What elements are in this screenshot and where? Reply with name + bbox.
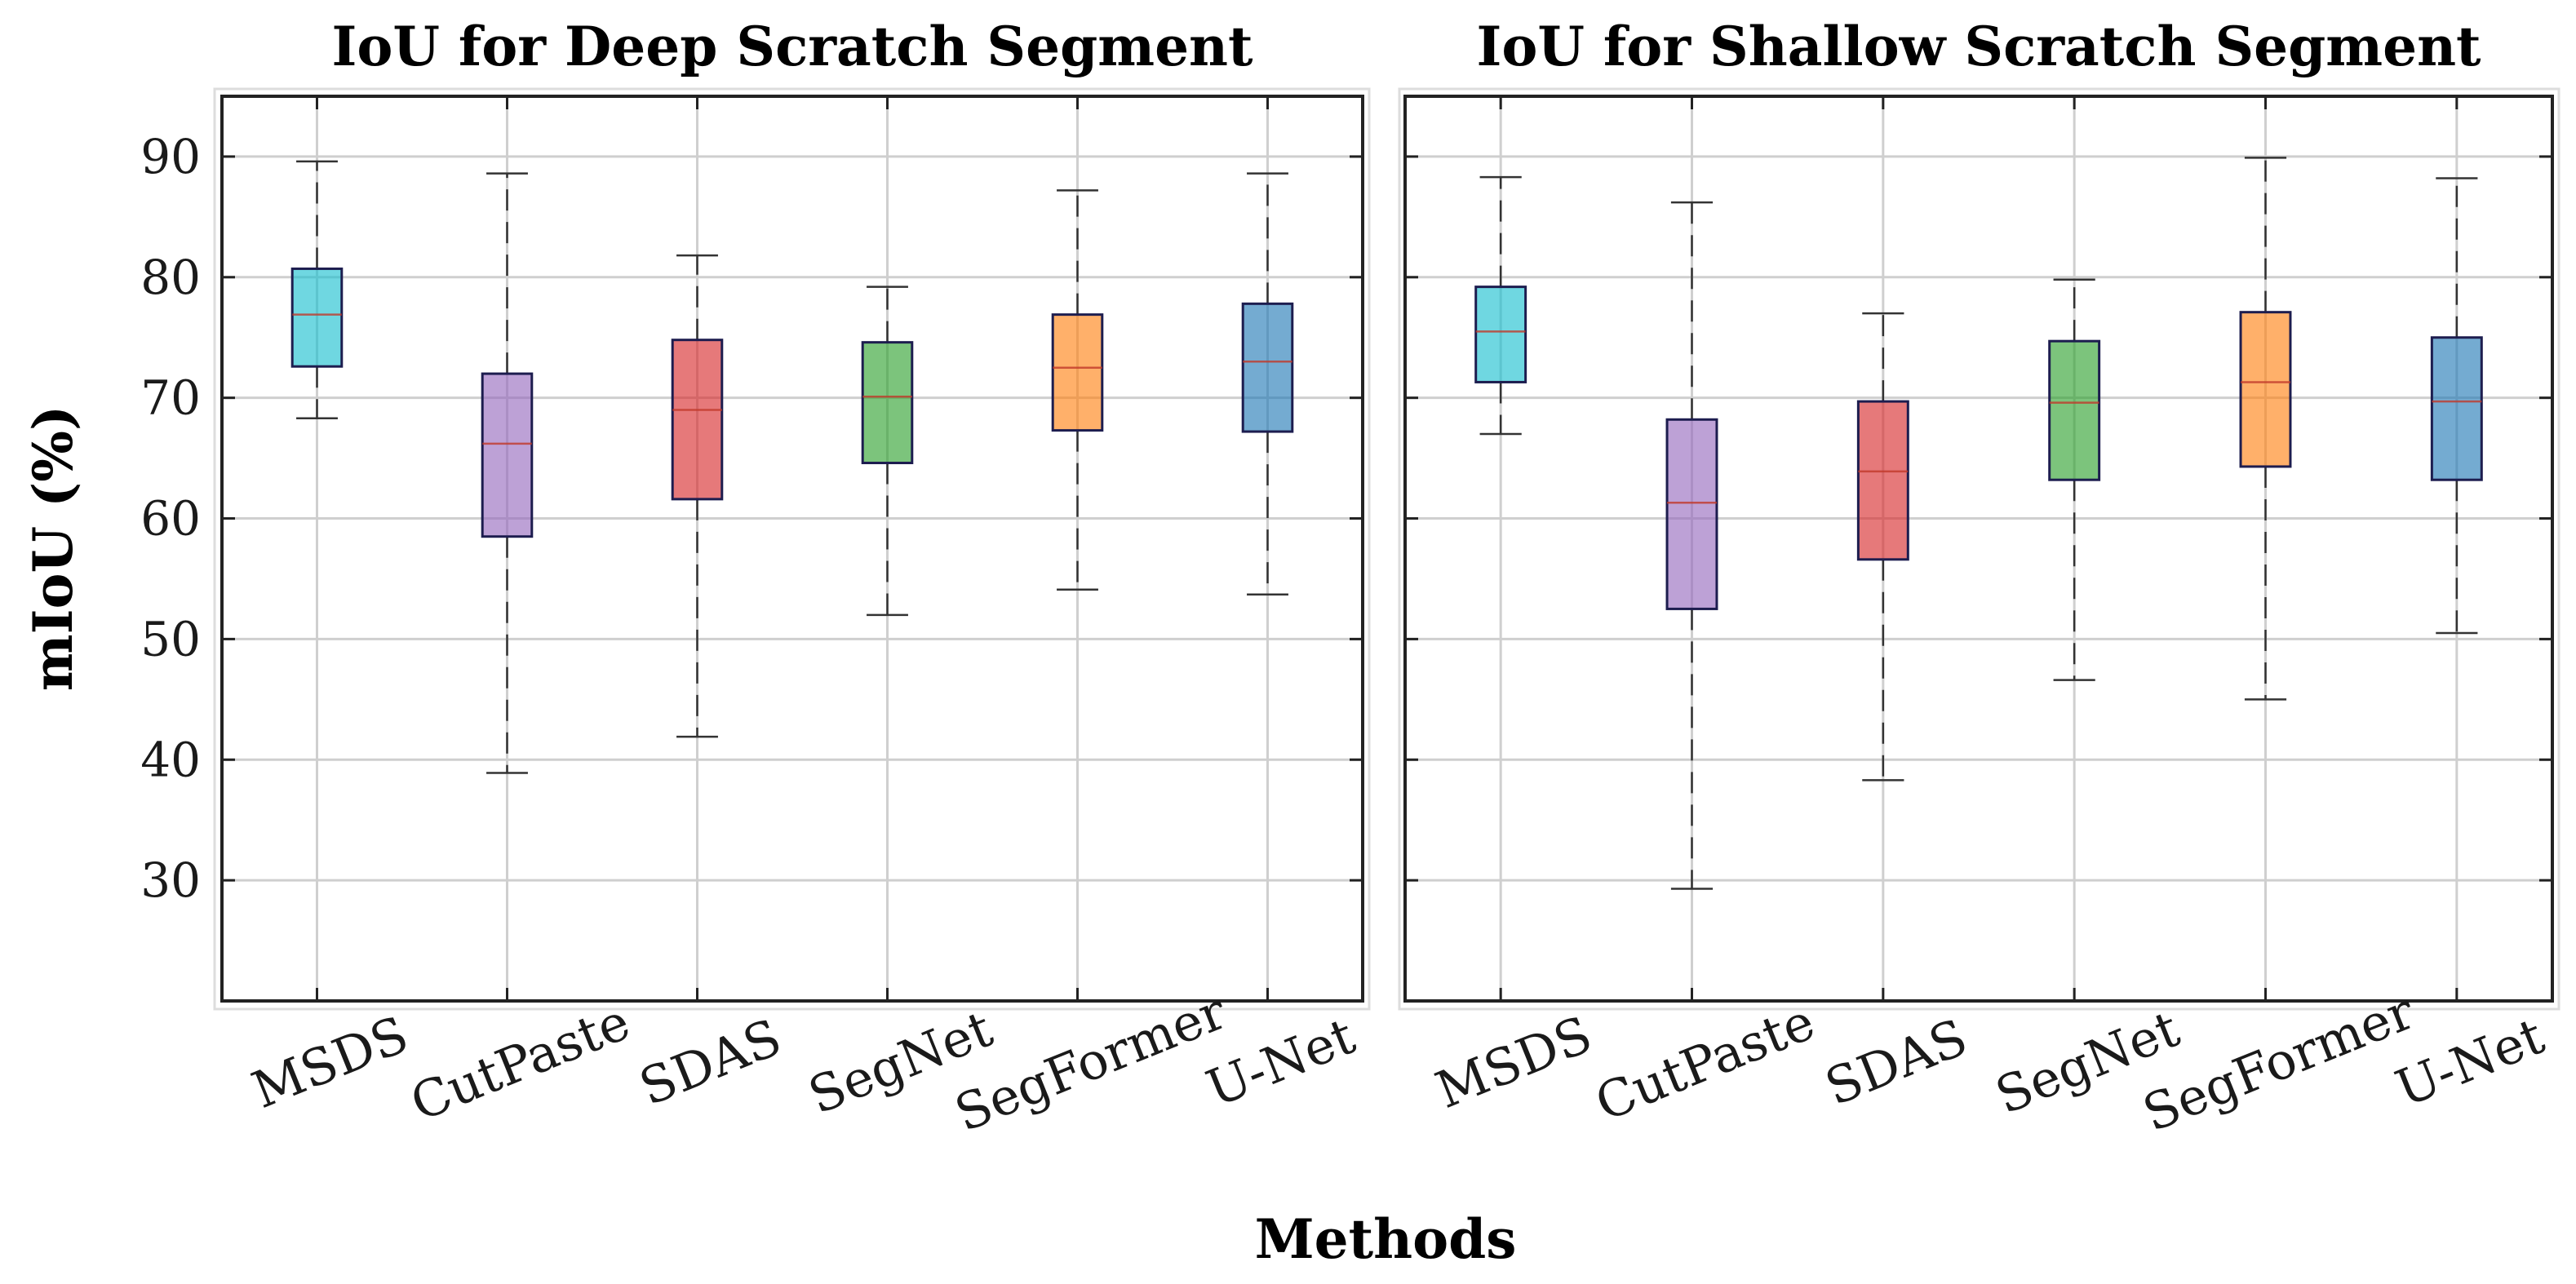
iqr-box bbox=[1856, 400, 1909, 561]
box-segformer bbox=[1051, 189, 1104, 591]
iqr-box bbox=[290, 267, 344, 368]
iqr-box bbox=[2239, 311, 2292, 468]
y-tick-label: 60 bbox=[140, 491, 201, 547]
iqr-box bbox=[1665, 418, 1718, 610]
box-msds bbox=[1474, 175, 1527, 436]
iqr-box bbox=[861, 341, 914, 465]
iqr-box bbox=[671, 339, 724, 501]
iqr-box bbox=[2048, 339, 2101, 481]
plot-frame bbox=[1403, 95, 2554, 1003]
category-label: SegFormer bbox=[947, 981, 1235, 1143]
chart-title: IoU for Deep Scratch Segment bbox=[331, 15, 1253, 78]
y-tick-label: 50 bbox=[140, 611, 201, 666]
iqr-box bbox=[1241, 302, 1294, 433]
category-label: SegFormer bbox=[2135, 981, 2423, 1143]
box-u-net bbox=[2430, 177, 2483, 635]
y-tick-label: 40 bbox=[140, 732, 201, 787]
category-label: SDAS bbox=[1817, 1007, 1975, 1118]
x-axis-label: Methods bbox=[1255, 1207, 1517, 1271]
iqr-box bbox=[1474, 286, 1527, 383]
box-sdas bbox=[1856, 312, 1909, 781]
outer-frame-right bbox=[1398, 87, 2560, 1011]
box-cutpaste bbox=[481, 172, 534, 774]
y-axis-label: mIoU (%) bbox=[21, 405, 85, 691]
y-tick-label: 30 bbox=[140, 852, 201, 908]
y-tick-label: 90 bbox=[140, 129, 201, 184]
box-cutpaste bbox=[1665, 201, 1718, 890]
plot-frame bbox=[220, 95, 1364, 1003]
iqr-box bbox=[2430, 336, 2483, 481]
outer-frame-left bbox=[213, 87, 1371, 1011]
box-msds bbox=[290, 160, 344, 420]
category-label: MSDS bbox=[1428, 1004, 1600, 1120]
box-segnet bbox=[861, 286, 914, 617]
category-label: CutPaste bbox=[1587, 991, 1822, 1132]
y-tick-label: 80 bbox=[140, 250, 201, 305]
category-label: SDAS bbox=[632, 1007, 790, 1118]
box-segnet bbox=[2048, 278, 2101, 681]
chart-title: IoU for Shallow Scratch Segment bbox=[1476, 15, 2481, 78]
iqr-box bbox=[481, 372, 534, 538]
box-sdas bbox=[671, 254, 724, 738]
category-label: CutPaste bbox=[402, 991, 637, 1132]
box-u-net bbox=[1241, 172, 1294, 596]
category-label: MSDS bbox=[244, 1004, 416, 1120]
y-tick-label: 70 bbox=[140, 370, 201, 426]
box-segformer bbox=[2239, 157, 2292, 701]
iqr-box bbox=[1051, 313, 1104, 432]
